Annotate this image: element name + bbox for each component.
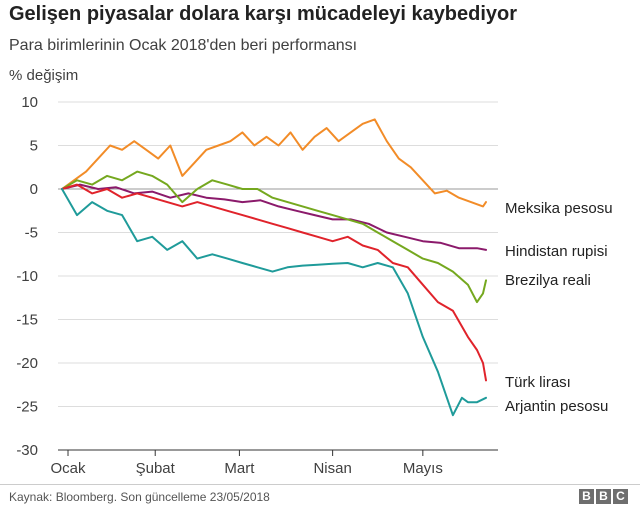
series-line bbox=[61, 170, 487, 304]
bbc-logo-letter: C bbox=[613, 489, 628, 504]
y-tick-label: 5 bbox=[30, 138, 38, 155]
series-label: Arjantin pesosu bbox=[505, 398, 608, 415]
chart-subtitle: Para birimlerinin Ocak 2018'den beri per… bbox=[9, 37, 358, 54]
series-label: Meksika pesosu bbox=[505, 200, 613, 217]
series-label: Hindistan rupisi bbox=[505, 243, 608, 260]
series-line bbox=[61, 188, 487, 417]
bbc-logo-letter: B bbox=[596, 489, 611, 504]
y-tick-label: -30 bbox=[16, 442, 38, 459]
x-tick-label: Nisan bbox=[313, 460, 351, 477]
series-labels: Meksika pesosu Hindistan rupisi Brezilya r… bbox=[505, 200, 613, 415]
y-tick-label: -5 bbox=[25, 225, 38, 242]
y-tick-label: -20 bbox=[16, 355, 38, 372]
chart-title: Gelişen piyasalar dolara karşı mücadeley… bbox=[9, 3, 518, 25]
y-tick-label: 10 bbox=[21, 94, 38, 111]
x-axis-ticks: Ocak Şubat Mart Nisan Mayıs bbox=[51, 450, 443, 477]
bbc-logo-letter: B bbox=[579, 489, 594, 504]
y-tick-label: -25 bbox=[16, 399, 38, 416]
y-axis-ticks: 10 5 0 -5 -10 -15 -20 -25 -30 bbox=[16, 94, 38, 459]
x-tick-label: Şubat bbox=[136, 460, 176, 477]
y-tick-label: -10 bbox=[16, 268, 38, 285]
series-lines bbox=[61, 118, 487, 417]
series-line bbox=[61, 183, 487, 382]
series-line bbox=[61, 118, 487, 208]
x-tick-label: Mart bbox=[224, 460, 255, 477]
footer-divider bbox=[0, 484, 640, 485]
x-tick-label: Mayıs bbox=[403, 460, 443, 477]
series-label: Brezilya reali bbox=[505, 272, 591, 289]
bbc-logo: B B C bbox=[579, 489, 628, 504]
x-tick-label: Ocak bbox=[51, 460, 87, 477]
series-line bbox=[61, 183, 487, 251]
y-axis-label: % değişim bbox=[9, 67, 78, 84]
line-chart: % değişim 10 5 0 -5 -10 -15 -20 -25 -30 Ocak Şuba… bbox=[9, 67, 613, 477]
y-tick-label: 0 bbox=[30, 181, 38, 198]
source-note: Kaynak: Bloomberg. Son güncelleme 23/05/… bbox=[9, 490, 270, 504]
y-tick-label: -15 bbox=[16, 312, 38, 329]
series-label: Türk lirası bbox=[505, 374, 571, 391]
gridlines bbox=[58, 101, 498, 451]
